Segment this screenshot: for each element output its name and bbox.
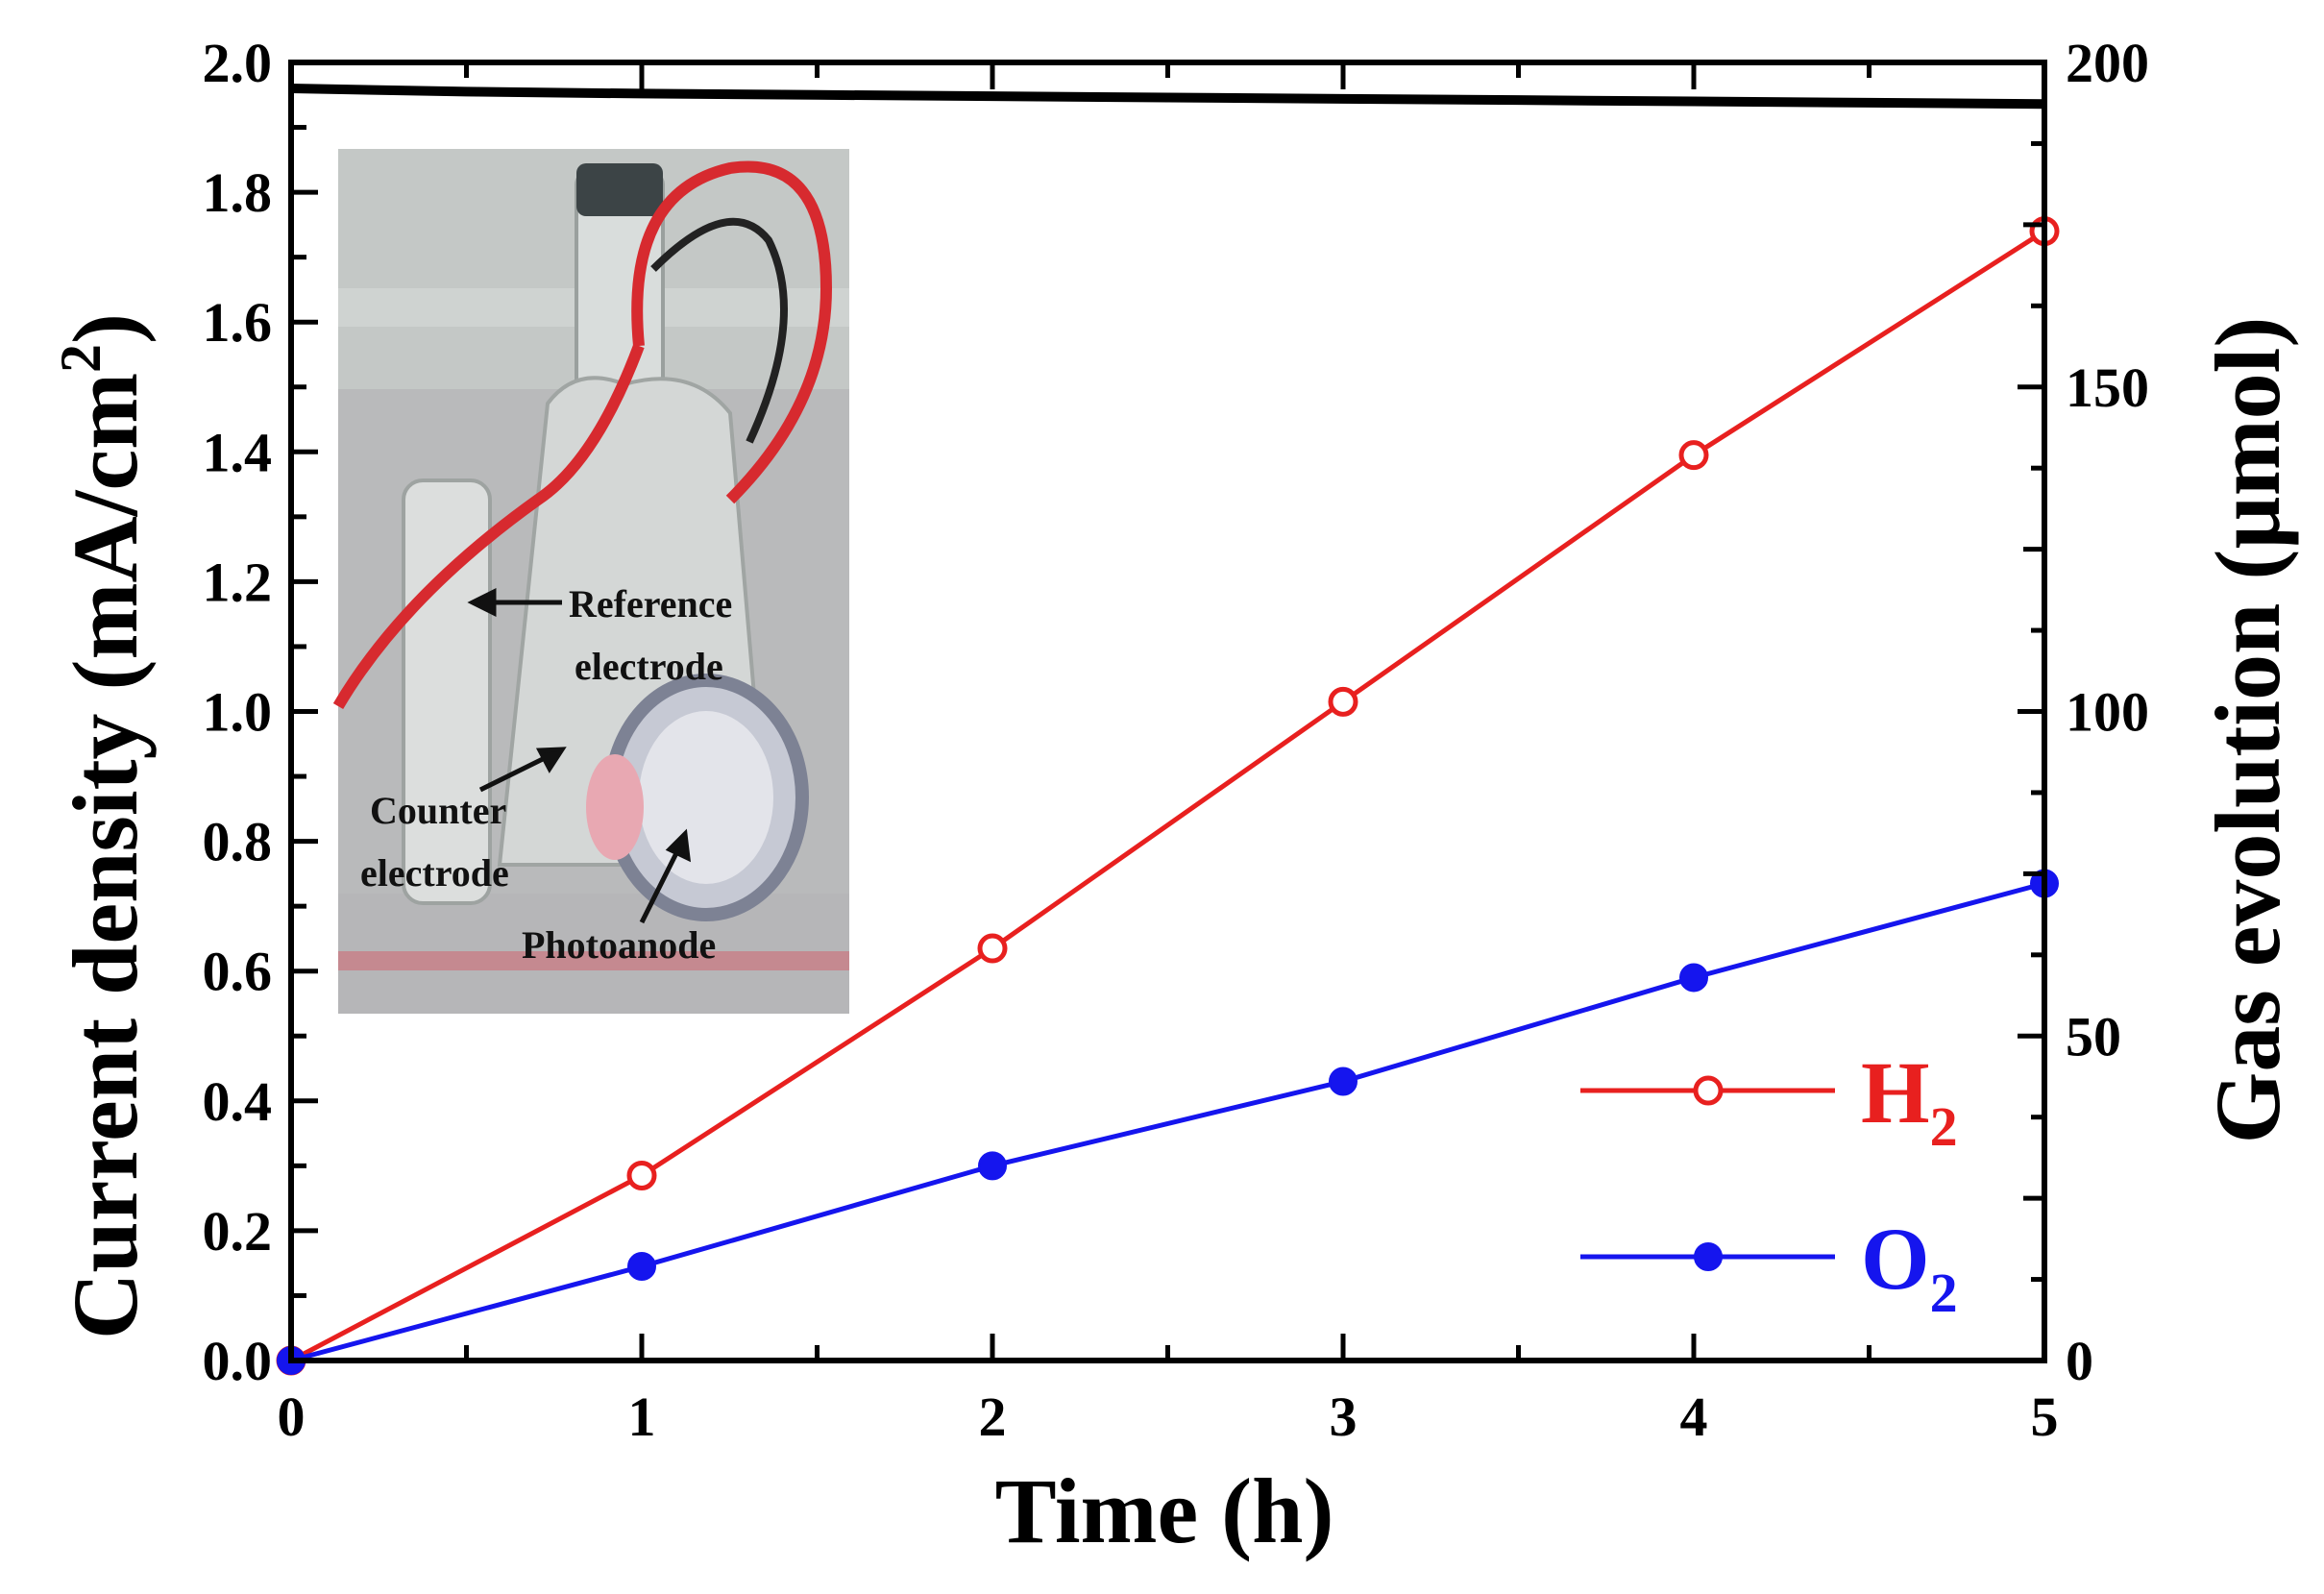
inset-label-photoanode: Photoanode (522, 923, 716, 967)
x-tick-label: 2 (979, 1386, 1007, 1448)
arrow-photoanode (639, 844, 683, 924)
y-right-axis-title: Gas evolution (µmol) (2196, 317, 2299, 1144)
y-left-tick-label: 2.0 (203, 32, 273, 94)
y-left-tick-label: 0.8 (203, 811, 273, 873)
y-right-tick-label: 150 (2066, 356, 2149, 419)
inset-label-counter-2: electrode (360, 851, 509, 895)
data-point-o2 (1329, 1067, 1358, 1096)
y-left-title-close: ) (54, 313, 157, 344)
y-right-tick-label: 50 (2066, 1005, 2121, 1067)
arrow-photoanode-head (665, 828, 692, 863)
y-left-tick-label: 0.0 (203, 1330, 273, 1392)
y-left-title-sup: 2 (49, 344, 112, 373)
x-tick-label: 0 (278, 1386, 306, 1448)
y-left-tick-label: 1.0 (203, 681, 273, 744)
inset-red-wire (631, 160, 833, 504)
legend-h2-sub: 2 (1930, 1095, 1958, 1158)
data-point-o2 (1679, 963, 1708, 993)
x-tick-label: 4 (1680, 1386, 1708, 1448)
data-point-h2 (977, 933, 1008, 964)
inset-red-tint (338, 951, 849, 970)
arrow-counter (478, 751, 554, 793)
y-left-tick-label: 1.6 (203, 291, 273, 354)
inset-label-counter: Counter (370, 789, 506, 832)
data-point-h2 (1328, 686, 1358, 717)
arrow-reference-head (467, 587, 497, 618)
legend-o2-main: O (1861, 1210, 1930, 1308)
data-point-o2 (627, 1252, 656, 1282)
legend-marker-o2 (1694, 1242, 1723, 1271)
y-right-tick-label: 0 (2066, 1330, 2093, 1392)
x-axis-title: Time (h) (995, 1459, 1334, 1562)
y-right-tick-label: 200 (2066, 32, 2149, 94)
y-left-tick-label: 1.4 (203, 421, 273, 483)
legend-marker-h2 (1693, 1075, 1724, 1106)
arrow-counter-head (535, 747, 567, 773)
y-left-tick-label: 0.2 (203, 1200, 273, 1263)
y-left-title-main: Current density (mA/cm (54, 373, 157, 1339)
axes-layer: 0 1 2 3 4 5 0.0 0.2 0.4 0.6 0.8 1.0 1.2 1.4 1.6 1.8 2.0 0… (203, 32, 2150, 1448)
x-tick-label: 5 (2031, 1386, 2059, 1448)
inset-cap (576, 163, 663, 216)
data-point-o2 (978, 1151, 1007, 1181)
legend-o2-sub: 2 (1930, 1262, 1958, 1324)
inset-red-reflection (586, 754, 644, 860)
legend-label-h2: H2 (1861, 1043, 1958, 1158)
y-left-axis-title: Current density (mA/cm2) (49, 313, 157, 1339)
inset-black-wire (650, 217, 788, 444)
legend-label-o2: O2 (1861, 1210, 1958, 1324)
legend-h2-main: H (1861, 1043, 1930, 1141)
data-point-h2 (1678, 440, 1709, 471)
y-left-tick-label: 1.8 (203, 161, 273, 224)
inset-counter-tube (402, 478, 492, 905)
y-right-tick-label: 100 (2066, 681, 2149, 744)
inset-red-wire-lower (332, 343, 645, 710)
y-left-tick-label: 1.2 (203, 551, 273, 613)
x-tick-label: 3 (1330, 1386, 1358, 1448)
x-tick-label: 1 (628, 1386, 656, 1448)
inset-arrows (467, 587, 692, 924)
current-density-line (290, 84, 2045, 110)
inset-photoanode-glass (639, 711, 773, 884)
inset-label-reference-2: electrode (575, 645, 723, 688)
series-line-h2 (289, 229, 2046, 1363)
inset-photo: Reference electrode Counter electrode Ph… (332, 149, 849, 1014)
series-line-o2 (290, 881, 2045, 1363)
y-left-tick-label: 0.6 (203, 941, 273, 1003)
legend: H2 O2 (1580, 1043, 1958, 1324)
inset-label-reference: Reference (569, 582, 732, 625)
y-left-tick-label: 0.4 (203, 1070, 273, 1133)
data-point-h2 (626, 1160, 657, 1190)
